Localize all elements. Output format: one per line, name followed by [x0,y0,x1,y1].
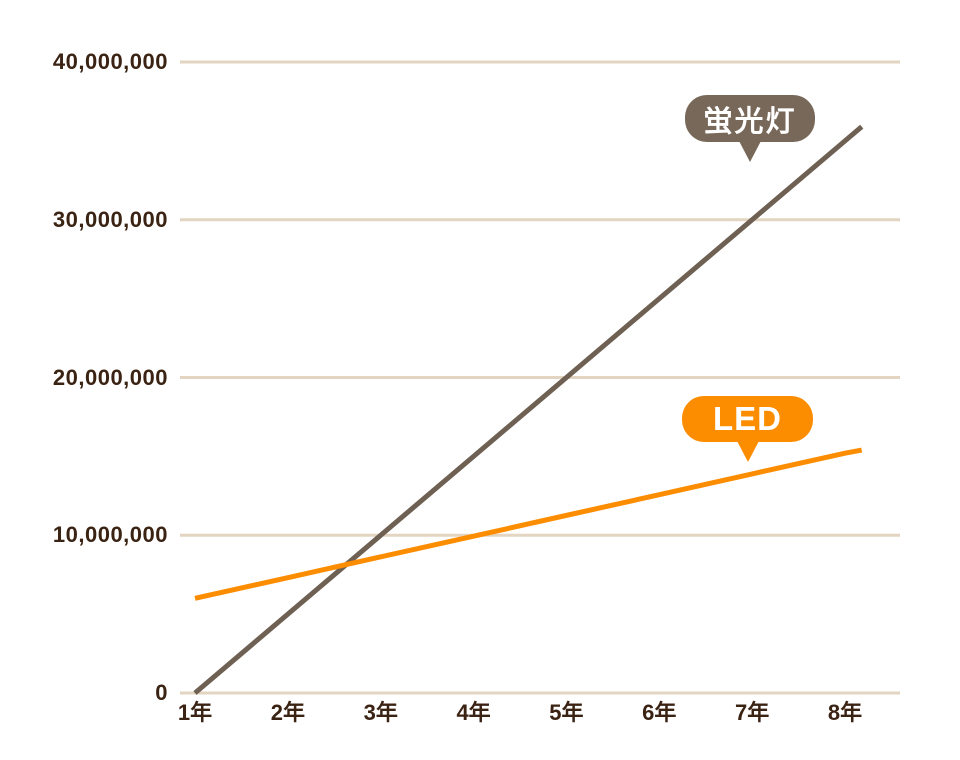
led-line [194,447,863,601]
x-axis-tick-label: 5年 [549,700,584,725]
x-axis-tick-label: 2年 [270,700,305,725]
x-axis-tick-label: 3年 [363,700,398,725]
x-axis-tick-label: 1年 [177,700,213,725]
y-axis-tick-label: 20,000,000 [52,364,168,390]
gridlines [180,60,900,695]
led-callout-tail-icon [735,439,760,462]
fluorescent-callout-tail-icon [738,139,762,162]
x-axis-tick-label: 4年 [456,700,491,725]
y-axis-tick-label: 0 [155,680,168,705]
fluorescent-callout-label: 蛍光灯 [703,105,797,138]
y-axis-tick-label: 30,000,000 [52,206,168,232]
y-axis-tick-label: 40,000,000 [52,49,168,74]
led-callout-label: LED [713,400,782,437]
fluorescent-callout: 蛍光灯 [685,95,815,162]
x-axis-tick-label: 7年 [735,700,770,725]
x-axis-tick-label: 8年 [827,700,863,725]
fluorescent-line [193,124,864,695]
led-callout: LED [682,396,813,462]
y-axis-tick-label: 10,000,000 [52,522,168,548]
x-axis-tick-label: 6年 [642,700,677,725]
